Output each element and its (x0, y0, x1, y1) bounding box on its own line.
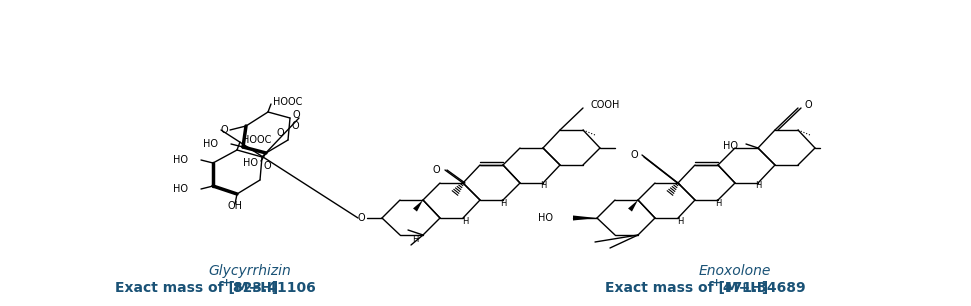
Text: H: H (462, 217, 468, 226)
Text: HO: HO (173, 184, 188, 194)
Text: +: + (712, 278, 721, 288)
Text: HOOC: HOOC (273, 97, 302, 107)
Text: H: H (715, 200, 721, 208)
Text: Exact mass of [M+H]: Exact mass of [M+H] (115, 281, 279, 295)
Text: O: O (276, 128, 284, 138)
Text: HO: HO (203, 139, 218, 149)
Text: Enoxolone: Enoxolone (699, 264, 771, 278)
Text: H: H (412, 236, 419, 244)
Text: Exact mass of [M+H]: Exact mass of [M+H] (605, 281, 768, 295)
Text: O: O (263, 161, 271, 170)
Text: O: O (292, 110, 300, 120)
Text: H: H (500, 200, 506, 208)
Text: H: H (540, 181, 546, 191)
Text: HO: HO (723, 141, 738, 151)
Text: +: + (222, 278, 231, 288)
Text: H: H (677, 217, 684, 226)
Text: H: H (754, 181, 761, 191)
Text: HOOC: HOOC (242, 135, 271, 145)
Text: HO: HO (173, 155, 188, 165)
Text: HO: HO (243, 158, 258, 168)
Text: O: O (357, 213, 365, 223)
Polygon shape (413, 200, 423, 211)
Text: 823.41106: 823.41106 (228, 281, 316, 295)
Text: Glycyrrhizin: Glycyrrhizin (209, 264, 291, 278)
Text: O: O (432, 165, 440, 175)
Text: HO: HO (538, 213, 553, 223)
Text: O: O (630, 150, 638, 160)
Text: O: O (220, 125, 228, 135)
Text: 471.34689: 471.34689 (718, 281, 806, 295)
Polygon shape (573, 215, 597, 221)
Text: O: O (291, 121, 299, 131)
Text: O: O (804, 100, 812, 110)
Text: OH: OH (227, 201, 243, 211)
Polygon shape (628, 200, 638, 211)
Text: COOH: COOH (590, 100, 619, 110)
